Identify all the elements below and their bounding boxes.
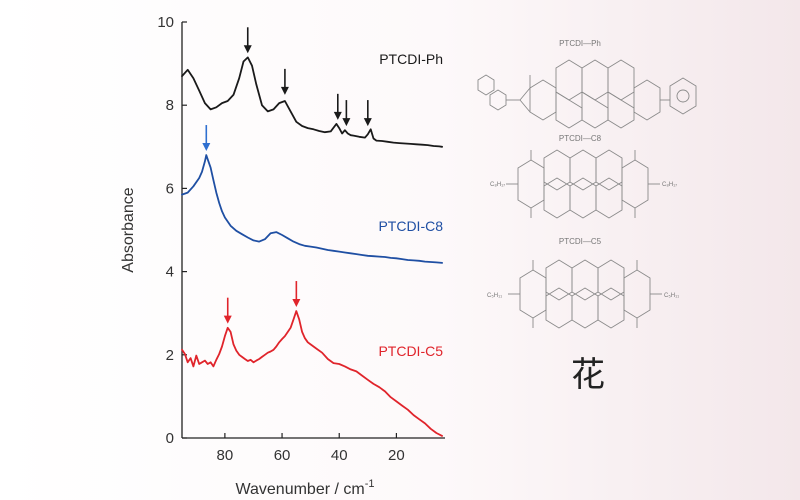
y-tick-label: 8 <box>166 97 174 114</box>
molecule-label-ptcdi-c8: PTCDI—C8 <box>559 134 602 143</box>
y-tick-label: 0 <box>166 430 174 447</box>
series-label-ptcdi-ph: PTCDI-Ph <box>379 51 443 67</box>
x-axis-title-text: Wavenumber / cm <box>236 481 365 498</box>
substituent-right-c5: C₅H₁₁ <box>664 293 679 299</box>
peak-arrow-head <box>342 118 351 127</box>
peak-arrow-head <box>223 315 232 324</box>
x-tick-label: 60 <box>274 447 291 464</box>
caption-character: 花 <box>571 355 605 395</box>
peak-arrow-head <box>333 111 342 120</box>
substituent-left-c8: C₈H₁₇ <box>490 182 505 188</box>
y-axis-ticks: 0 2 4 6 8 10 <box>157 14 187 447</box>
x-axis-title-superscript: -1 <box>365 478 375 490</box>
molecule-ptcdi-c8: PTCDI—C8 C₈H₁₇ C₈H₁₇ <box>490 134 677 219</box>
molecule-structure-ptcdi-c8 <box>506 149 660 219</box>
y-tick-label: 6 <box>166 180 174 197</box>
peak-arrow-head <box>202 143 211 152</box>
x-tick-label: 80 <box>217 447 234 464</box>
molecule-ptcdi-ph: PTCDI—Ph <box>477 39 697 129</box>
y-axis-title: Absorbance <box>120 187 137 272</box>
peak-arrows <box>202 27 372 324</box>
molecule-label-ptcdi-c5: PTCDI—C5 <box>559 237 602 246</box>
molecule-label-ptcdi-ph: PTCDI—Ph <box>559 39 601 48</box>
x-axis-ticks: 80 60 40 20 <box>217 433 405 464</box>
y-tick-label: 4 <box>166 264 174 281</box>
peak-arrow-head <box>363 118 372 127</box>
series-label-ptcdi-c8: PTCDI-C8 <box>378 218 443 234</box>
plot-area: 0 2 4 6 8 10 80 60 40 20 Absorbance Wavenumber /… <box>120 14 445 498</box>
series-label-ptcdi-c5: PTCDI-C5 <box>378 343 443 359</box>
series-line-ptcdi-c8 <box>181 154 443 264</box>
series-layer <box>181 56 443 437</box>
molecule-structure-ptcdi-ph <box>477 59 697 129</box>
y-tick-label: 10 <box>157 14 174 31</box>
molecule-ptcdi-c5: PTCDI—C5 C₅H₁₁ C₅H₁₁ <box>487 237 679 329</box>
substituent-left-c5: C₅H₁₁ <box>487 293 502 299</box>
y-tick-label: 2 <box>166 347 174 364</box>
series-line-ptcdi-ph <box>181 56 443 148</box>
peak-arrow-head <box>292 299 301 308</box>
peak-arrow-head <box>243 45 252 54</box>
peak-arrow-head <box>280 86 289 95</box>
x-axis-title: Wavenumber / cm-1 <box>236 478 375 498</box>
molecule-structure-ptcdi-c5 <box>508 259 662 329</box>
x-tick-label: 40 <box>331 447 348 464</box>
x-tick-label: 20 <box>388 447 405 464</box>
substituent-right-c8: C₈H₁₇ <box>662 182 677 188</box>
series-line-ptcdi-c5 <box>181 310 443 437</box>
